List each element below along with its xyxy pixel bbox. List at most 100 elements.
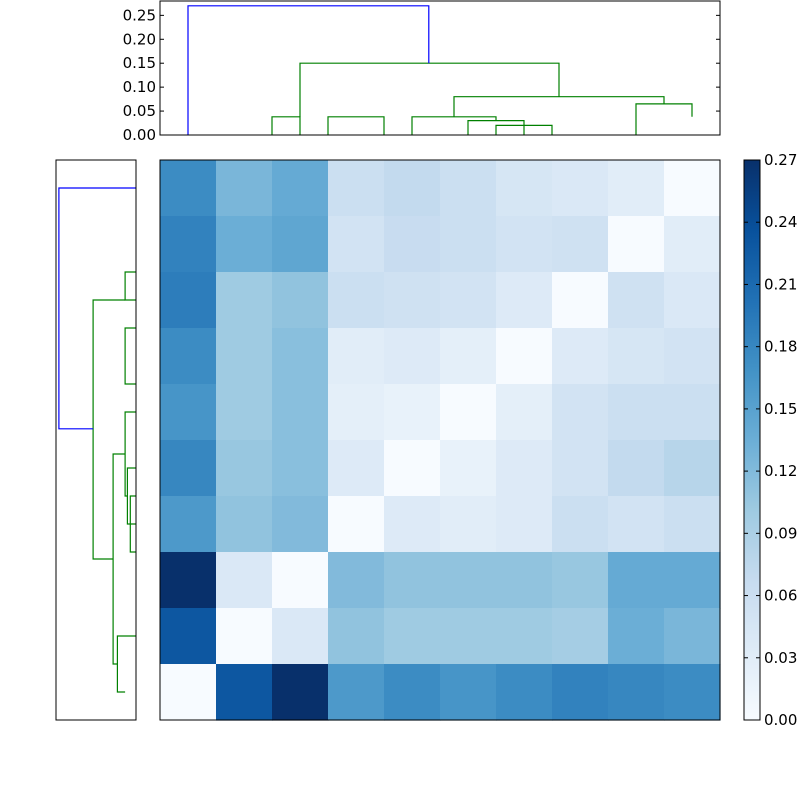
- heatmap-cell: [552, 440, 609, 497]
- colorbar-ticks: 0.00 0.03 0.06 0.09 0.12 0.15 0.18 0.21 0.24 0.27: [744, 151, 797, 729]
- heatmap-cell: [272, 384, 329, 441]
- heatmap-cell: [664, 552, 721, 609]
- heatmap-cell: [216, 440, 273, 497]
- heatmap-cell: [496, 608, 553, 665]
- heatmap-cell: [384, 496, 441, 553]
- heatmap-cell: [664, 328, 721, 385]
- heatmap-cell: [608, 328, 665, 385]
- heatmap-cell: [664, 160, 721, 217]
- heatmap-cell: [496, 216, 553, 273]
- heatmap-cell: [608, 160, 665, 217]
- heatmap-cell: [216, 272, 273, 329]
- heatmap-cell: [664, 216, 721, 273]
- heatmap-cell: [384, 160, 441, 217]
- top-ytick-label: 0.05: [123, 102, 156, 120]
- heatmap-cell: [272, 664, 329, 721]
- heatmap-cell: [272, 552, 329, 609]
- top-ytick-label: 0.10: [123, 78, 156, 96]
- heatmap-cell: [552, 552, 609, 609]
- heatmap-cell: [608, 552, 665, 609]
- heatmap-cell: [440, 384, 497, 441]
- heatmap-cell: [440, 328, 497, 385]
- heatmap-cell: [216, 160, 273, 217]
- heatmap-cell: [216, 384, 273, 441]
- heatmap-cell: [496, 664, 553, 721]
- left-link-8: [58, 187, 136, 430]
- top-ytick-label: 0.15: [123, 54, 156, 72]
- heatmap-cell: [160, 608, 217, 665]
- heatmap-cell: [328, 216, 385, 273]
- heatmap-cells: [160, 160, 721, 721]
- heatmap-cell: [160, 328, 217, 385]
- heatmap-cell: [384, 384, 441, 441]
- heatmap-cell: [272, 216, 329, 273]
- heatmap-cell: [384, 664, 441, 721]
- heatmap-cell: [552, 216, 609, 273]
- heatmap-cell: [608, 440, 665, 497]
- heatmap-cell: [216, 496, 273, 553]
- heatmap-cell: [664, 608, 721, 665]
- heatmap-cell: [664, 272, 721, 329]
- heatmap-cell: [216, 552, 273, 609]
- heatmap-cell: [216, 608, 273, 665]
- top-dendrogram-frame: [159, 0, 721, 136]
- heatmap-cell: [552, 328, 609, 385]
- heatmap-cell: [328, 552, 385, 609]
- heatmap-cell: [160, 272, 217, 329]
- heatmap-cell: [608, 216, 665, 273]
- heatmap-cell: [552, 496, 609, 553]
- heatmap-cell: [440, 160, 497, 217]
- top-ytick-label: 0.25: [123, 6, 156, 24]
- heatmap-cell: [552, 608, 609, 665]
- heatmap-cell: [328, 384, 385, 441]
- heatmap-cell: [440, 272, 497, 329]
- heatmap-cell: [384, 608, 441, 665]
- heatmap-cell: [216, 664, 273, 721]
- left-dendrogram-links: [58, 187, 136, 693]
- heatmap-cell: [216, 216, 273, 273]
- colorbar-tick-label: 0.18: [764, 338, 797, 356]
- heatmap-cell: [160, 664, 217, 721]
- heatmap-cell: [272, 440, 329, 497]
- heatmap-cell: [384, 272, 441, 329]
- top-dendrogram-y-ticks: 0.00 0.05 0.10 0.15 0.20 0.25: [123, 6, 720, 144]
- heatmap-cell: [664, 664, 721, 721]
- top-link-7: [299, 62, 560, 117]
- colorbar-tick-label: 0.09: [764, 524, 797, 542]
- colorbar-bar: [743, 159, 761, 721]
- heatmap-cell: [496, 440, 553, 497]
- heatmap-cell: [216, 328, 273, 385]
- heatmap-cell: [496, 496, 553, 553]
- heatmap-cell: [496, 552, 553, 609]
- heatmap-frame: [159, 159, 721, 721]
- left-link-0: [124, 271, 136, 301]
- heatmap-cell: [496, 328, 553, 385]
- heatmap-cell: [664, 384, 721, 441]
- colorbar: 0.00 0.03 0.06 0.09 0.12 0.15 0.18 0.21 0.24 0.27: [743, 151, 797, 729]
- heatmap-cell: [272, 328, 329, 385]
- heatmap-cell: [328, 496, 385, 553]
- heatmap-cell: [160, 496, 217, 553]
- heatmap-cell: [384, 328, 441, 385]
- heatmap-cell: [664, 440, 721, 497]
- heatmap-cell: [328, 328, 385, 385]
- colorbar-tick-label: 0.12: [764, 462, 797, 480]
- top-link-8: [187, 5, 430, 135]
- heatmap-cell: [440, 664, 497, 721]
- heatmap-cell: [160, 160, 217, 217]
- heatmap: [159, 159, 721, 721]
- heatmap-cell: [272, 272, 329, 329]
- heatmap-cell: [552, 160, 609, 217]
- colorbar-tick-label: 0.15: [764, 400, 797, 418]
- top-ytick-label: 0.00: [123, 126, 156, 144]
- heatmap-cell: [608, 664, 665, 721]
- heatmap-cell: [160, 440, 217, 497]
- heatmap-cell: [440, 440, 497, 497]
- top-ytick-label: 0.20: [123, 30, 156, 48]
- colorbar-tick-label: 0.00: [764, 711, 797, 729]
- heatmap-cell: [328, 440, 385, 497]
- heatmap-cell: [272, 160, 329, 217]
- heatmap-cell: [552, 272, 609, 329]
- left-dendrogram-frame: [55, 159, 137, 721]
- left-link-7: [92, 299, 126, 560]
